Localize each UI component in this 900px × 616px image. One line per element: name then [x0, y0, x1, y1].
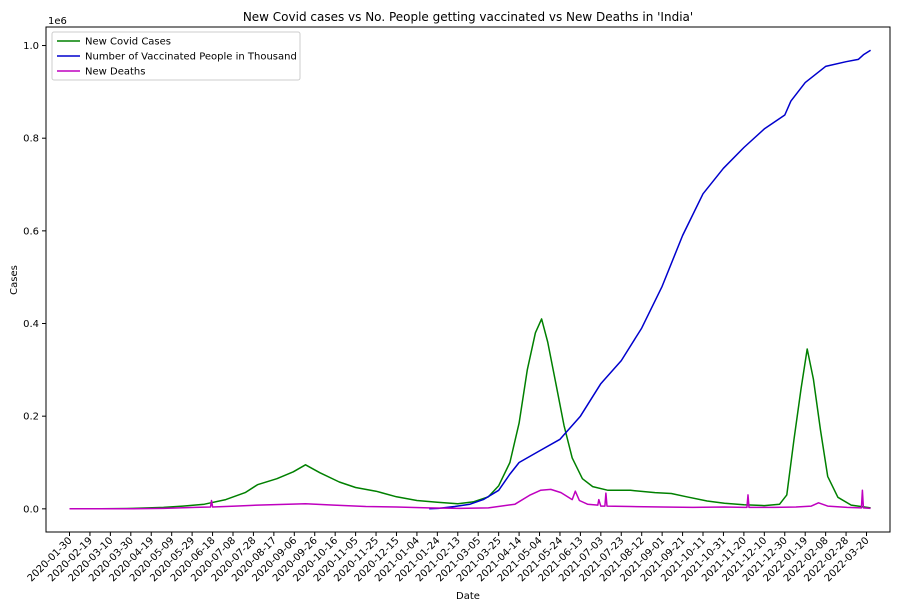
chart-title: New Covid cases vs No. People getting va… [243, 10, 693, 24]
series-line-1 [69, 318, 871, 510]
x-axis-ticks: 2020-01-302020-02-192020-03-102020-03-30… [26, 532, 872, 584]
x-axis-label: Date [456, 591, 480, 602]
y-axis-offset-label: 1e6 [48, 16, 67, 27]
series-line-3 [69, 488, 871, 510]
legend: New Covid Cases Number of Vaccinated Peop… [51, 31, 301, 81]
legend-label-2: Number of Vaccinated People in Thousand [85, 52, 297, 63]
series-layer [69, 49, 872, 510]
y-tick-label: 0.8 [23, 134, 39, 145]
y-tick-label: 1.0 [23, 41, 39, 52]
y-axis-ticks: 0.0 0.2 0.4 0.6 0.8 1.0 [23, 41, 46, 515]
y-tick-label: 0.0 [23, 504, 39, 515]
series-line-2 [429, 49, 872, 510]
legend-label-3: New Deaths [85, 67, 145, 78]
legend-label-1: New Covid Cases [85, 37, 171, 48]
plot-frame [45, 26, 891, 533]
y-tick-label: 0.6 [23, 226, 39, 237]
legend-box [51, 31, 301, 81]
y-tick-label: 0.2 [23, 412, 39, 423]
y-tick-label: 0.4 [23, 319, 39, 330]
y-axis-label: Cases [9, 265, 20, 295]
